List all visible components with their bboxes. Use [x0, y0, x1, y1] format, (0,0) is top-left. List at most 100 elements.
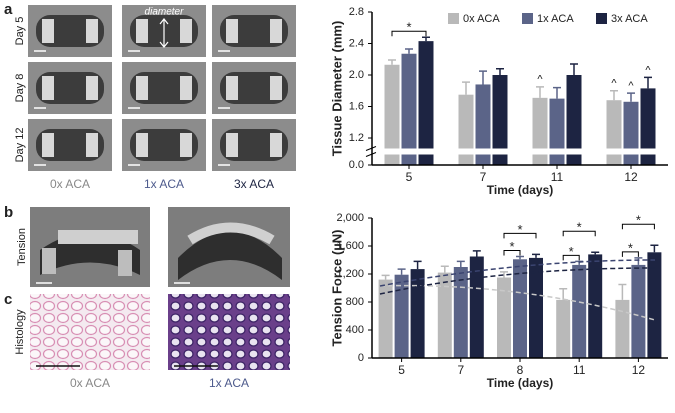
bar	[492, 75, 508, 165]
error-bar	[479, 70, 487, 85]
significance-label: *	[406, 20, 411, 35]
y-tick-label: 400	[346, 324, 364, 336]
bar	[458, 94, 474, 165]
bar	[418, 41, 434, 166]
y-tick-label: 2,000	[336, 212, 364, 224]
bar	[410, 269, 425, 358]
column-label: 1x ACA	[144, 177, 184, 191]
significance-label: *	[636, 213, 641, 228]
row-label: Day 8	[14, 74, 26, 103]
error-bar	[570, 63, 578, 75]
column-label: 3x ACA	[234, 177, 274, 191]
panel-b-images	[30, 207, 290, 287]
x-tick-label: 11	[551, 170, 564, 184]
x-axis-title: Time (days)	[487, 183, 553, 197]
significance-label: *	[509, 239, 514, 254]
y-tick-label: 1.2	[349, 132, 364, 144]
bar	[532, 97, 548, 165]
x-tick-label: 11	[573, 363, 586, 377]
error-bar	[496, 67, 504, 75]
bar	[513, 259, 527, 358]
y-tick-label: 2.0	[349, 69, 364, 81]
significance-bracket	[621, 223, 655, 230]
histology-image	[30, 294, 150, 370]
bar	[469, 256, 484, 358]
error-bar	[405, 48, 413, 54]
significance-label: *	[517, 222, 522, 237]
error-bar	[516, 255, 524, 260]
significance-label: *	[628, 240, 633, 255]
bar	[384, 64, 400, 165]
marker: ^	[628, 80, 634, 92]
y-tick-label: 1,200	[336, 268, 364, 280]
significance-bracket	[503, 232, 537, 239]
error-bar	[644, 76, 652, 89]
error-bar	[610, 90, 618, 101]
significance-bracket	[562, 230, 596, 237]
error-bar	[627, 92, 635, 102]
column-label: 0x ACA	[70, 376, 110, 390]
bar	[453, 267, 468, 358]
x-tick-label: 5	[398, 363, 405, 377]
panel-label: c	[4, 291, 12, 308]
error-bar	[440, 265, 449, 273]
bar	[549, 98, 565, 165]
error-bar	[462, 81, 470, 95]
error-bar	[500, 271, 508, 278]
marker: ^	[537, 74, 543, 86]
bar	[378, 279, 393, 358]
marker: ^	[645, 64, 651, 76]
error-bar	[388, 59, 396, 65]
x-tick-label: 7	[480, 170, 487, 184]
legend-swatch	[596, 13, 607, 24]
bar	[556, 299, 571, 358]
x-axis-title: Time (days)	[487, 376, 553, 390]
bar	[647, 252, 662, 358]
significance-bracket	[503, 250, 521, 256]
column-label: 0x ACA	[50, 177, 90, 191]
trend-lines	[379, 259, 656, 321]
error-bar	[413, 260, 422, 270]
bar	[437, 272, 452, 358]
bar	[631, 264, 646, 358]
significance-bracket	[391, 30, 427, 37]
error-bar	[591, 251, 600, 255]
y-tick-label: 2.4	[349, 37, 364, 49]
marker: ^	[611, 78, 617, 90]
x-tick-label: 5	[406, 170, 413, 184]
panel-label: b	[4, 204, 13, 221]
y-tick-label: 0.0	[349, 159, 364, 171]
y-tick-label: 800	[346, 296, 364, 308]
y-axis-title: Tissue Diameter (mm)	[329, 21, 344, 157]
bar	[623, 101, 639, 165]
diameter-label: diameter	[145, 7, 185, 18]
error-bar	[397, 268, 406, 275]
significance-label: *	[569, 244, 574, 259]
error-bar	[536, 86, 544, 98]
histology-image	[168, 294, 290, 370]
bar	[394, 274, 409, 358]
significance-bracket	[562, 254, 580, 261]
legend-label: 3x ACA	[611, 13, 648, 25]
x-tick-label: 12	[632, 363, 646, 377]
error-bar	[532, 253, 540, 258]
legend-label: 1x ACA	[537, 13, 574, 25]
error-bar	[559, 287, 568, 300]
error-bar	[634, 257, 643, 265]
error-bar	[422, 36, 430, 42]
column-label: 1x ACA	[209, 376, 249, 390]
bar	[606, 100, 622, 165]
legend-label: 0x ACA	[463, 13, 500, 25]
error-bar	[381, 274, 390, 280]
bar	[529, 257, 543, 358]
y-tick-label: 1,600	[336, 240, 364, 252]
row-label: Day 12	[14, 128, 26, 163]
bar	[566, 75, 582, 165]
bar	[615, 299, 630, 358]
error-bar	[618, 283, 627, 300]
bar	[475, 84, 491, 165]
y-axis-title: Tension Force (µN)	[329, 229, 344, 346]
row-label: Histology	[14, 309, 26, 355]
x-tick-label: 7	[457, 363, 464, 377]
axis-break	[366, 148, 668, 155]
